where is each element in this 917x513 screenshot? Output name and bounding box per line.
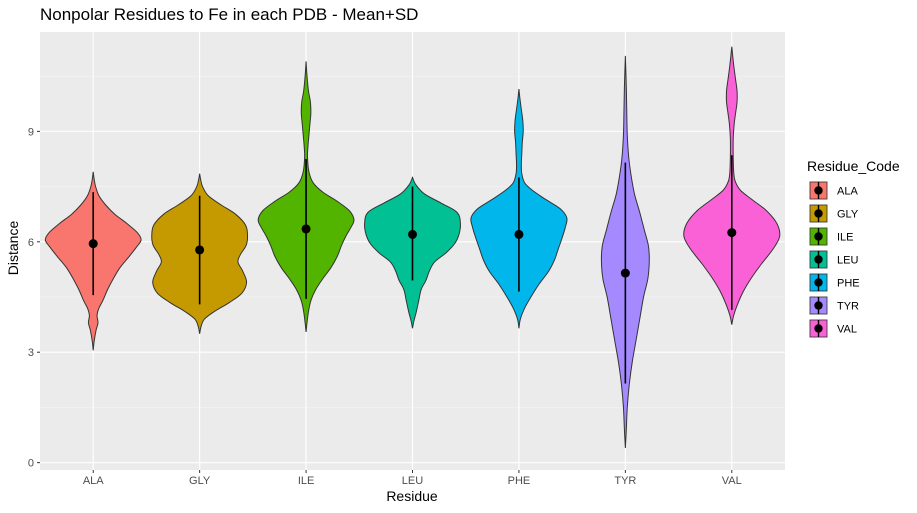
legend-label: ILE xyxy=(837,232,854,244)
x-tick-label: ILE xyxy=(298,475,315,487)
mean-point-phe xyxy=(514,229,524,239)
legend-items: ALA GLY ILE LEU PHE TYR VAL xyxy=(809,181,860,338)
legend-item-leu: LEU xyxy=(809,250,858,269)
legend-key-point xyxy=(814,278,823,287)
mean-point-tyr xyxy=(620,268,630,278)
mean-point-val xyxy=(727,228,737,238)
legend-item-tyr: TYR xyxy=(809,296,859,315)
mean-point-gly xyxy=(195,245,205,255)
legend: Residue_Code ALA GLY ILE LEU PHE TYR VAL xyxy=(807,158,900,338)
legend-key-point xyxy=(814,324,823,333)
x-tick-label: TYR xyxy=(614,475,636,487)
mean-point-ile xyxy=(301,224,311,234)
x-tick-label: PHE xyxy=(508,475,531,487)
chart-title: Nonpolar Residues to Fe in each PDB - Me… xyxy=(40,5,418,24)
legend-key-point xyxy=(814,301,823,310)
legend-key-point xyxy=(814,255,823,264)
legend-key-point xyxy=(814,209,823,218)
legend-label: GLY xyxy=(837,209,859,221)
x-tick-label: VAL xyxy=(722,475,742,487)
mean-point-leu xyxy=(408,229,417,239)
y-tick-label: 3 xyxy=(28,347,34,359)
legend-label: VAL xyxy=(837,324,857,336)
x-tick-label: LEU xyxy=(402,475,423,487)
legend-key-point xyxy=(814,186,823,195)
y-axis-label: Distance xyxy=(5,221,21,276)
legend-label: ALA xyxy=(837,186,858,198)
legend-key-point xyxy=(814,232,823,241)
x-tick-label: GLY xyxy=(189,475,211,487)
x-axis: ALA GLY ILE LEU PHE TYR VAL xyxy=(83,470,742,487)
legend-item-gly: GLY xyxy=(809,204,859,223)
y-axis: 0 3 6 9 xyxy=(28,126,40,470)
y-tick-label: 9 xyxy=(28,126,34,138)
legend-title: Residue_Code xyxy=(807,158,900,174)
x-axis-label: Residue xyxy=(386,488,438,504)
legend-label: TYR xyxy=(837,301,859,313)
legend-label: PHE xyxy=(837,278,860,290)
legend-item-ile: ILE xyxy=(809,227,854,246)
legend-item-val: VAL xyxy=(809,319,857,338)
mean-point-ala xyxy=(88,239,98,249)
legend-label: LEU xyxy=(837,255,858,267)
y-tick-label: 0 xyxy=(28,458,34,470)
y-tick-label: 6 xyxy=(28,237,34,249)
mean-sd-markers xyxy=(88,155,737,384)
legend-item-phe: PHE xyxy=(809,273,860,292)
x-tick-label: ALA xyxy=(83,475,104,487)
legend-item-ala: ALA xyxy=(809,181,858,200)
